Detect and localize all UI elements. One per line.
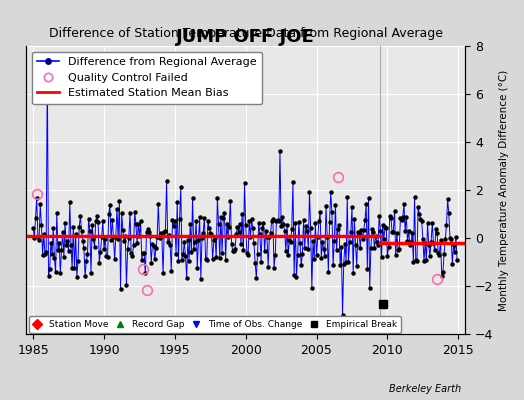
- Title: JUMP OFF JOE: JUMP OFF JOE: [177, 28, 315, 46]
- Text: Berkeley Earth: Berkeley Earth: [389, 384, 461, 394]
- Legend: Station Move, Record Gap, Time of Obs. Change, Empirical Break: Station Move, Record Gap, Time of Obs. C…: [29, 316, 401, 333]
- Text: Difference of Station Temperature Data from Regional Average: Difference of Station Temperature Data f…: [49, 27, 443, 40]
- Y-axis label: Monthly Temperature Anomaly Difference (°C): Monthly Temperature Anomaly Difference (…: [499, 70, 509, 311]
